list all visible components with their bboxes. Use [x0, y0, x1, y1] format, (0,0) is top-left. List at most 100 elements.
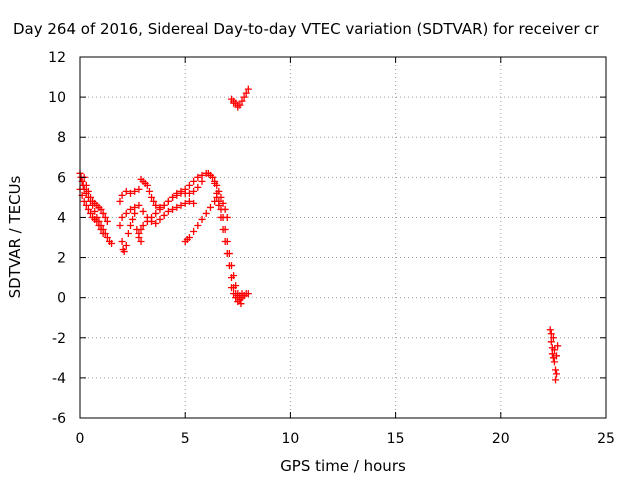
data-point	[173, 189, 181, 197]
data-point	[552, 376, 560, 384]
data-point	[152, 209, 160, 217]
data-point	[190, 227, 198, 235]
data-point	[219, 199, 227, 207]
data-point	[198, 177, 206, 185]
data-point	[108, 240, 116, 248]
data-point	[547, 338, 555, 346]
data-point	[131, 203, 139, 211]
data-point	[135, 185, 143, 193]
data-point	[160, 201, 168, 209]
y-tick-label: 0	[57, 291, 66, 307]
data-point	[118, 191, 126, 199]
x-axis-ticks: 0 5 10 15 20 25	[76, 57, 615, 447]
data-point	[131, 187, 139, 195]
data-point	[223, 250, 231, 258]
data-point	[135, 201, 143, 209]
data-point	[232, 294, 240, 302]
x-tick-label: 0	[76, 431, 85, 447]
data-point	[87, 193, 95, 201]
data-point	[150, 197, 158, 205]
data-point	[135, 234, 143, 241]
data-point	[227, 274, 235, 282]
data-point	[95, 221, 103, 229]
data-point	[185, 181, 193, 189]
data-point	[103, 234, 111, 241]
data-point	[194, 173, 202, 181]
data-point	[244, 290, 252, 298]
data-point	[238, 97, 246, 105]
data-point	[227, 284, 235, 292]
data-point	[131, 209, 139, 217]
x-tick-label: 25	[597, 431, 615, 447]
data-point	[169, 205, 177, 213]
data-point	[82, 181, 90, 189]
data-points	[76, 85, 562, 384]
data-point	[126, 205, 134, 213]
data-point	[118, 238, 126, 246]
data-point	[221, 238, 229, 246]
data-point	[554, 342, 562, 350]
y-axis-ticks: -6 -4 -2 0 2 4 6 8 10 12	[48, 50, 606, 427]
chart-title: Day 264 of 2016, Sidereal Day-to-day VTE…	[13, 20, 600, 38]
data-point	[122, 242, 130, 250]
data-point	[97, 225, 105, 233]
data-point	[209, 173, 217, 181]
data-point	[164, 197, 172, 205]
data-point	[152, 219, 160, 227]
data-point	[99, 209, 107, 217]
y-tick-label: 6	[57, 170, 66, 186]
data-point	[190, 187, 198, 195]
data-point	[181, 185, 189, 193]
data-point	[97, 205, 105, 213]
data-point	[156, 203, 164, 211]
data-point	[190, 199, 198, 207]
y-tick-label: 4	[57, 210, 66, 226]
data-point	[552, 366, 560, 374]
data-point	[137, 238, 145, 246]
data-point	[546, 326, 554, 334]
data-point	[547, 330, 555, 338]
data-point	[82, 201, 90, 209]
y-tick-label: 10	[48, 90, 66, 106]
data-point	[553, 370, 561, 378]
data-point	[139, 221, 147, 229]
data-point	[152, 201, 160, 209]
data-point	[217, 213, 225, 221]
data-point	[103, 217, 111, 225]
data-point	[139, 207, 147, 215]
data-point	[211, 179, 219, 187]
x-axis-label: GPS time / hours	[280, 457, 406, 475]
x-tick-label: 15	[387, 431, 405, 447]
plot-frame	[79, 56, 607, 419]
x-tick-label: 5	[181, 431, 190, 447]
data-point	[143, 181, 151, 189]
data-point	[143, 217, 151, 225]
data-point	[93, 217, 101, 225]
data-point	[116, 197, 124, 205]
data-point	[230, 99, 238, 107]
data-point	[148, 213, 156, 221]
data-point	[177, 201, 185, 209]
data-point	[549, 334, 557, 342]
y-tick-label: -6	[52, 411, 66, 427]
data-point	[234, 103, 242, 111]
data-point	[124, 229, 132, 237]
x-tick-label: 20	[492, 431, 510, 447]
data-point	[84, 205, 92, 213]
data-point	[164, 207, 172, 215]
data-point	[198, 171, 206, 179]
data-point	[215, 201, 223, 209]
data-point	[145, 187, 153, 195]
data-point	[194, 183, 202, 191]
data-point	[190, 177, 198, 185]
data-point	[240, 93, 248, 101]
data-point	[156, 215, 164, 223]
data-point	[185, 234, 193, 241]
y-tick-label: -4	[52, 371, 66, 387]
grid	[80, 57, 606, 418]
data-point	[99, 229, 107, 237]
data-point	[116, 221, 124, 229]
y-tick-label: 12	[48, 50, 66, 66]
data-point	[202, 209, 210, 217]
